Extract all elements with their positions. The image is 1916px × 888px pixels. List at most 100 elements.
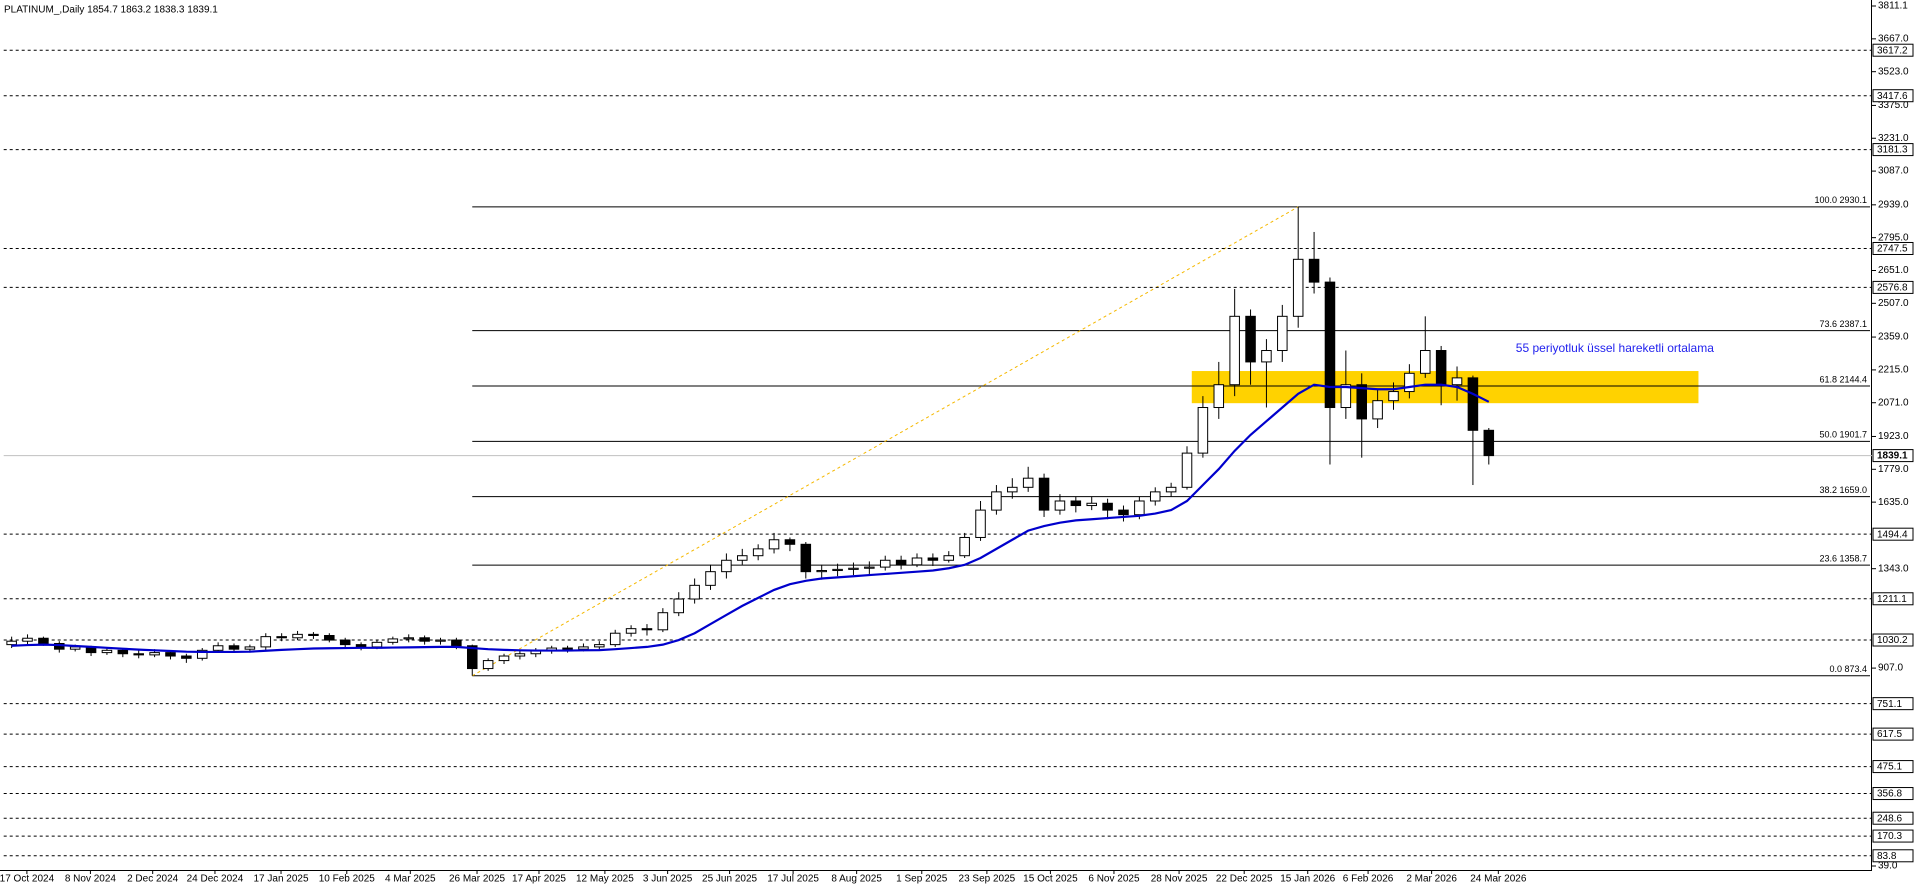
level-label: 751.1 xyxy=(1877,699,1902,710)
candle-body xyxy=(911,557,923,566)
candle-body xyxy=(435,639,446,642)
candle-body xyxy=(181,655,192,659)
level-label: 83.8 xyxy=(1877,851,1897,862)
level-label: 3181.3 xyxy=(1877,145,1908,156)
candle-body xyxy=(292,633,303,639)
level-label: 475.1 xyxy=(1877,762,1902,773)
candle-body xyxy=(1435,350,1447,386)
y-tick-label: 2359.0 xyxy=(1878,332,1909,343)
candle-body xyxy=(816,570,827,573)
candle-body xyxy=(451,639,462,647)
level-label-box xyxy=(1872,633,1914,647)
level-label: 2747.5 xyxy=(1877,244,1908,255)
candle-body xyxy=(848,567,859,570)
candle-body xyxy=(1261,350,1272,363)
candle-body xyxy=(101,649,113,654)
candle-body xyxy=(800,543,812,573)
candle-body xyxy=(657,612,669,631)
candle-body xyxy=(1197,407,1209,454)
level-label-box xyxy=(1872,592,1914,606)
candle-body xyxy=(594,644,605,648)
candle-body xyxy=(975,509,986,538)
candle-body xyxy=(1292,258,1304,317)
level-label-box xyxy=(1872,143,1914,157)
x-tick-label: 1 Sep 2025 xyxy=(896,874,948,885)
candle-body xyxy=(1467,377,1479,431)
x-tick-label: 17 Oct 2024 xyxy=(0,874,55,885)
candle-body xyxy=(1022,477,1034,488)
level-label: 1494.4 xyxy=(1877,529,1908,540)
y-tick-label: 2215.0 xyxy=(1878,365,1909,376)
candle-body xyxy=(1324,281,1336,409)
level-label-box xyxy=(1872,280,1914,294)
level-label-box xyxy=(1872,829,1914,843)
y-tick-label: 3087.0 xyxy=(1878,166,1909,177)
level-label: 1030.2 xyxy=(1877,635,1908,646)
y-tick-label: 3375.0 xyxy=(1878,100,1909,111)
candle-body xyxy=(387,638,399,643)
level-label-box xyxy=(1872,697,1914,711)
x-tick-label: 22 Dec 2025 xyxy=(1216,874,1273,885)
y-tick-label: 2795.0 xyxy=(1878,232,1909,243)
candle-body xyxy=(308,633,319,637)
level-label-box xyxy=(1872,787,1914,801)
candle-body xyxy=(784,539,796,545)
x-tick-label: 8 Nov 2024 xyxy=(65,874,117,885)
level-label: 356.8 xyxy=(1877,789,1902,800)
y-tick-label: 2507.0 xyxy=(1878,298,1909,309)
x-tick-label: 24 Dec 2024 xyxy=(187,874,244,885)
candle-body xyxy=(466,645,478,670)
candle-body xyxy=(705,571,716,586)
trendline xyxy=(472,206,1299,677)
y-tick-label: 1779.0 xyxy=(1878,464,1909,475)
fib-label: 73.6 2387.1 xyxy=(1819,319,1867,329)
candle-body xyxy=(6,640,17,646)
x-tick-label: 15 Jan 2026 xyxy=(1280,874,1335,885)
candle-body xyxy=(578,646,589,650)
y-tick-label: 1923.0 xyxy=(1878,431,1909,442)
candle-body xyxy=(1419,350,1431,374)
level-label-box xyxy=(1872,527,1914,541)
candle-body xyxy=(832,568,843,572)
x-tick-label: 6 Nov 2025 xyxy=(1088,874,1140,885)
candle-body xyxy=(1308,258,1320,283)
level-label: 617.5 xyxy=(1877,729,1902,740)
chart-title: PLATINUM_,Daily 1854.7 1863.2 1838.3 183… xyxy=(4,5,218,16)
level-label: 170.3 xyxy=(1877,831,1902,842)
candle-body xyxy=(641,628,653,631)
ema-line xyxy=(11,383,1490,654)
x-tick-label: 12 May 2025 xyxy=(576,874,634,885)
y-tick-label: 3231.0 xyxy=(1878,133,1909,144)
level-label-box xyxy=(1872,849,1914,863)
fib-label: 38.2 1659.0 xyxy=(1819,485,1867,495)
level-label-box xyxy=(1872,241,1914,255)
candle-body xyxy=(1372,400,1383,420)
candle-body xyxy=(117,649,129,655)
candle-body xyxy=(514,653,526,657)
x-tick-label: 17 Jan 2025 xyxy=(253,874,308,885)
x-tick-label: 17 Jul 2025 xyxy=(767,874,819,885)
candle-body xyxy=(212,645,224,651)
candle-body xyxy=(879,559,891,568)
fib-label: 61.8 2144.4 xyxy=(1819,374,1867,384)
level-label: 1211.1 xyxy=(1877,594,1907,605)
level-label-box xyxy=(1872,89,1914,103)
y-tick-label: 3811.1 xyxy=(1878,1,1908,12)
candle-body xyxy=(22,637,33,642)
y-tick-label: 1635.0 xyxy=(1878,497,1909,508)
candle-body xyxy=(196,649,208,659)
x-tick-label: 2 Mar 2026 xyxy=(1406,874,1457,885)
candle-body xyxy=(1134,500,1145,516)
candle-body xyxy=(1165,486,1177,493)
fib-label: 100.0 2930.1 xyxy=(1814,195,1867,205)
candle-body xyxy=(864,566,875,569)
candle-body xyxy=(1007,486,1018,493)
candle-body xyxy=(895,559,907,566)
y-tick-label: 2071.0 xyxy=(1878,397,1909,408)
candle-body xyxy=(498,655,510,662)
current-price-label: 1839.1 xyxy=(1877,451,1908,462)
y-tick-label: 39.0 xyxy=(1878,861,1898,872)
candle-body xyxy=(324,635,335,641)
candle-body xyxy=(1229,315,1240,386)
candle-body xyxy=(1086,502,1097,507)
